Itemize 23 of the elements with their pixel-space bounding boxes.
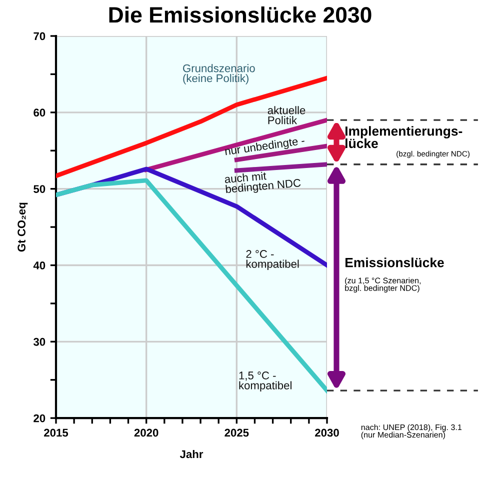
text: Emissionslücke [345,258,444,268]
x-tick-label: 2025 [224,428,249,437]
x-tick-label: 2015 [44,428,68,437]
series-label: aktuelle Politik [268,106,306,124]
series-label: Grundszenario (keine Politik) [183,64,255,84]
y-axis-title: Gt CO₂eq [18,202,28,252]
text: nur unbedingte - [224,136,306,158]
y-tick-label: 30 [33,338,46,346]
series-label: 2 °C - kompatibel [246,250,299,270]
y-tick-label: 60 [34,108,46,117]
y-tick-label: 50 [34,185,46,193]
x-tick-label: 2020 [134,428,158,437]
x-axis-title: Jahr [180,450,204,458]
series-label: auch mit bedingten NDC [224,171,302,196]
text: Implementierungs- lücke [345,126,462,148]
y-tick-label: 20 [34,414,46,422]
chart-title: Die Emissionslücke 2030 [109,6,372,23]
x-tick-label: 2030 [315,428,339,437]
y-tick-label: 40 [33,262,46,270]
text: nach: UNEP (2018), Fig. 3.1 (nur Median-Szenarien) [361,424,462,440]
series-label: 1,5 °C - kompatibel [239,372,292,392]
text: (zu 1,5 °C Szenarien, bzgl. bedingter NDC) [345,277,421,292]
y-tick-label: 70 [34,32,46,40]
